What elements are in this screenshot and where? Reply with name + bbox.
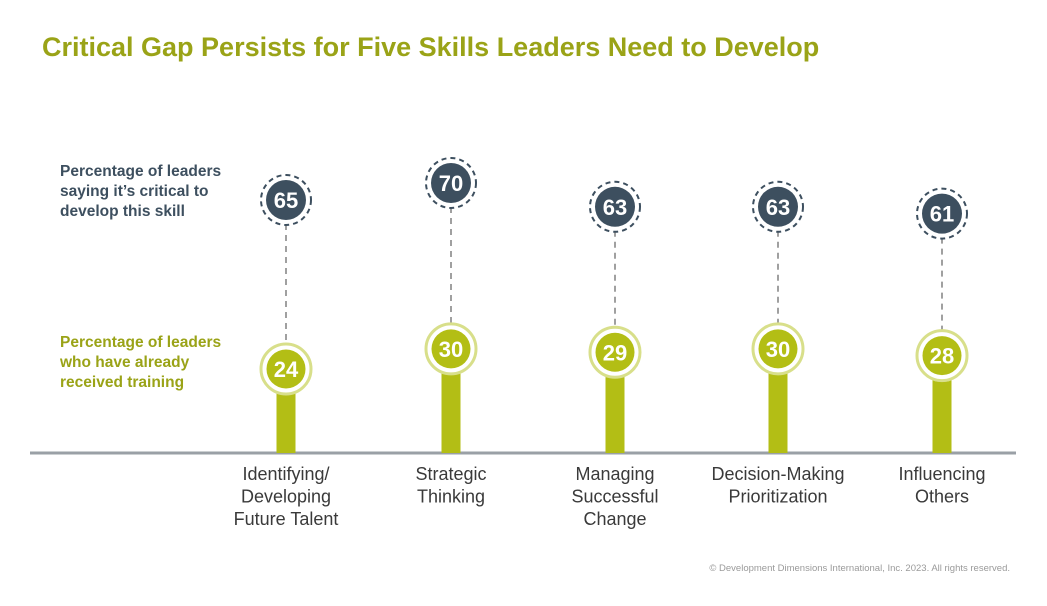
trained-value-label: 30	[439, 337, 463, 362]
critical-marker	[922, 193, 962, 234]
category-label: Strategic	[415, 464, 486, 484]
category-label: Decision-Making	[711, 464, 844, 484]
category-label: Future Talent	[234, 509, 339, 529]
trained-value-label: 29	[603, 340, 627, 365]
chart-title: Critical Gap Persists for Five Skills Le…	[42, 32, 820, 62]
legend-critical-line-1: Percentage of leaders	[60, 163, 222, 180]
trained-value-label: 28	[930, 344, 954, 369]
legend-trained-line-1: Percentage of leaders	[60, 334, 222, 351]
category-label: Managing	[575, 464, 654, 484]
legend-critical-line-3: develop this skill	[60, 203, 185, 220]
critical-marker	[595, 186, 635, 227]
category-label: Successful	[571, 487, 658, 507]
category-label: Prioritization	[728, 487, 827, 507]
critical-marker	[431, 163, 471, 203]
critical-value-label: 61	[930, 202, 954, 227]
trained-marker	[431, 329, 471, 369]
category-label: Change	[583, 509, 646, 529]
critical-value-label: 63	[766, 195, 790, 220]
critical-marker	[758, 186, 798, 227]
trained-value-label: 30	[766, 337, 790, 362]
critical-value-label: 65	[274, 188, 298, 213]
category-label: Identifying/	[242, 464, 329, 484]
trained-marker	[595, 332, 635, 372]
legend-trained: Percentage of leaders who have already r…	[60, 333, 221, 393]
legend-critical: Percentage of leaders saying it’s critic…	[60, 162, 221, 222]
trained-marker	[922, 336, 962, 376]
category-label: Influencing	[898, 464, 985, 484]
legend-trained-line-2: who have already	[60, 354, 190, 371]
critical-value-label: 63	[603, 195, 627, 220]
legend-trained-line-3: received training	[60, 374, 185, 391]
critical-value-label: 70	[439, 171, 463, 196]
legend-critical-line-2: saying it’s critical to	[60, 183, 209, 200]
category-label: Others	[915, 487, 969, 507]
category-label: Thinking	[417, 487, 485, 507]
critical-marker	[266, 180, 306, 220]
trained-marker	[758, 329, 798, 369]
trained-marker	[266, 349, 306, 389]
trained-value-label: 24	[274, 357, 299, 382]
copyright-footer: © Development Dimensions International, …	[709, 563, 1010, 574]
category-label: Developing	[241, 487, 331, 507]
